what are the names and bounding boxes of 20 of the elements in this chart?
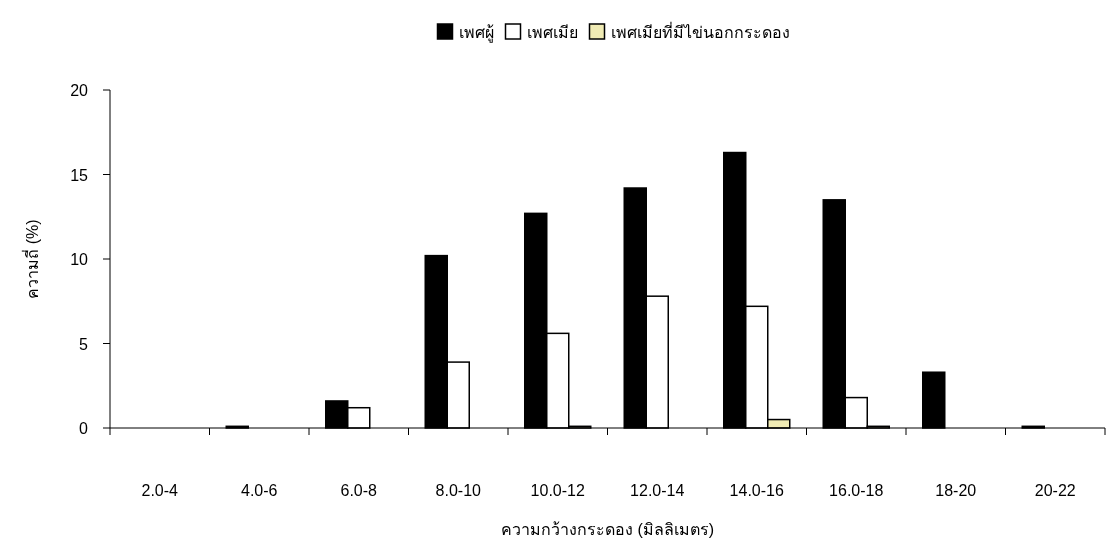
y-axis-title: ความถี่ (%) [21,219,41,299]
x-tick-label: 18-20 [935,482,977,499]
x-tick-label: 8.0-10 [435,482,482,499]
y-tick-label: 20 [70,82,89,99]
legend-label: เพศเมียที่มีไข่นอกกระดอง [610,21,790,41]
y-tick-label: 5 [79,335,89,353]
y-tick-label: 15 [70,166,89,184]
x-tick-label: 16.0-18 [829,482,884,499]
y-tick-label: 0 [79,420,89,437]
x-tick-label: 6.0-8 [340,482,378,499]
y-tick-label: 10 [70,251,89,268]
x-tick-label: 20-22 [1034,482,1076,499]
legend-label: เพศเมีย [526,24,578,41]
x-tick-label: 2.0-4 [141,482,179,499]
x-axis-title: ความกว้างกระดอง (มิลลิเมตร) [500,521,715,538]
x-tick-label: 4.0-6 [241,482,278,499]
x-tick-label: 12.0-14 [630,482,685,499]
legend-label: เพศผู้ [458,24,494,43]
x-tick-label: 14.0-16 [729,482,784,499]
x-tick-label: 10.0-12 [530,482,585,499]
